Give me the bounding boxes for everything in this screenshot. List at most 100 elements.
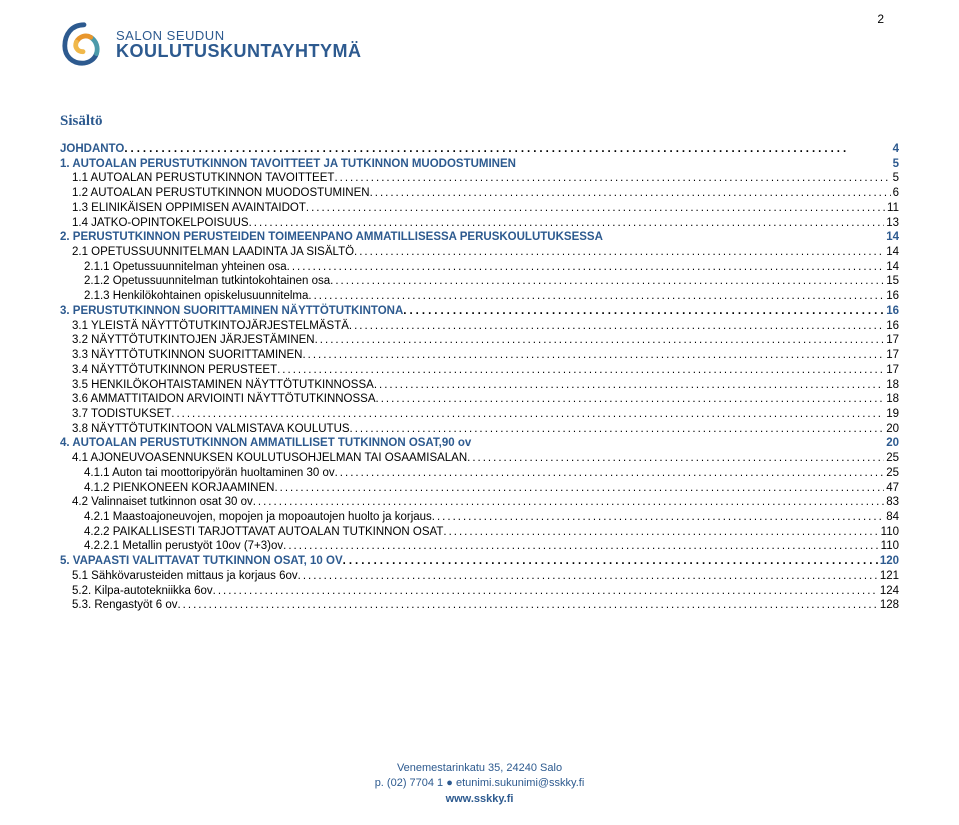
toc-label: 4. AUTOALAN PERUSTUTKINNON AMMATILLISET …	[60, 436, 471, 451]
toc-label: 1.1 AUTOALAN PERUSTUTKINNON TAVOITTEET	[72, 171, 334, 186]
toc-label: 3.2 NÄYTTÖTUTKINTOJEN JÄRJESTÄMINEN	[72, 333, 315, 348]
page-footer: Venemestarinkatu 35, 24240 Salo p. (02) …	[0, 761, 959, 807]
toc-entry: 1.3 ELINIKÄISEN OPPIMISEN AVAINTAIDOT 11	[60, 201, 899, 216]
toc-label: 2.1 OPETUSSUUNNITELMAN LAADINTA JA SISÄL…	[72, 245, 354, 260]
toc-label: 5. VAPAASTI VALITTAVAT TUTKINNON OSAT, 1…	[60, 554, 343, 569]
toc-entry: JOHDANTO 4	[60, 142, 899, 157]
toc-entry: 5.3. Rengastyöt 6 ov 128	[60, 598, 899, 613]
toc-label: 1.3 ELINIKÄISEN OPPIMISEN AVAINTAIDOT	[72, 201, 306, 216]
toc-entry: 4.2.2.1 Metallin perustyöt 10ov (7+3)ov1…	[60, 539, 899, 554]
toc-page: 18	[884, 378, 899, 393]
toc-label: 4.2 Valinnaiset tutkinnon osat 30 ov	[72, 495, 253, 510]
toc-page: 16	[884, 319, 899, 334]
toc-leader	[343, 554, 878, 569]
toc-label: JOHDANTO	[60, 142, 124, 157]
toc-page: 84	[884, 510, 899, 525]
toc-label: 3.8 NÄYTTÖTUTKINTOON VALMISTAVA KOULUTUS	[72, 422, 350, 437]
toc-label: 3. PERUSTUTKINNON SUORITTAMINEN NÄYTTÖTU…	[60, 304, 403, 319]
logo-text-top: SALON SEUDUN	[116, 29, 362, 42]
toc-leader	[306, 201, 885, 216]
toc-entry: 2.1.3 Henkilökohtainen opiskelusuunnitel…	[60, 289, 899, 304]
toc-leader	[277, 363, 884, 378]
toc-label: 1. AUTOALAN PERUSTUTKINNON TAVOITTEET JA…	[60, 157, 516, 172]
toc-entry: 5. VAPAASTI VALITTAVAT TUTKINNON OSAT, 1…	[60, 554, 899, 569]
toc-leader	[124, 142, 890, 157]
toc-entry: 2.1 OPETUSSUUNNITELMAN LAADINTA JA SISÄL…	[60, 245, 899, 260]
toc-label: 1.4 JATKO-OPINTOKELPOISUUS	[72, 216, 249, 231]
toc-page: 25	[884, 466, 899, 481]
logo-text-bottom: KOULUTUSKUNTAYHTYMÄ	[116, 42, 362, 60]
toc-page: 14	[884, 245, 899, 260]
toc-entry: 5.2. Kilpa-autotekniikka 6ov124	[60, 584, 899, 599]
toc-entry: 5.1 Sähkövarusteiden mittaus ja korjaus …	[60, 569, 899, 584]
toc-label: 4.2.2.1 Metallin perustyöt 10ov (7+3)ov	[84, 539, 283, 554]
toc-page: 110	[879, 525, 899, 540]
toc-page: 11	[885, 201, 899, 216]
toc-label: 4.1.2 PIENKONEEN KORJAAMINEN	[84, 481, 274, 496]
footer-domain: www.sskky.fi	[0, 792, 959, 807]
toc-leader	[349, 319, 884, 334]
toc-label: 4.1.1 Auton tai moottoripyörän huoltamin…	[84, 466, 335, 481]
toc-page: 14	[884, 260, 899, 275]
document-header: SALON SEUDUN KOULUTUSKUNTAYHTYMÄ	[60, 20, 899, 68]
toc-leader	[443, 525, 878, 540]
toc-leader	[274, 481, 884, 496]
toc-label: 5.2. Kilpa-autotekniikka 6ov	[72, 584, 213, 599]
toc-leader	[177, 598, 877, 613]
toc-leader	[213, 584, 878, 599]
toc-leader	[376, 392, 885, 407]
toc-page: 20	[884, 422, 899, 437]
toc-label: 2.1.2 Opetussuunnitelman tutkintokohtain…	[84, 274, 330, 289]
toc-entry: 3.7 TODISTUKSET19	[60, 407, 899, 422]
toc-entry: 2.1.1 Opetussuunnitelman yhteinen osa14	[60, 260, 899, 275]
toc-label: 4.2.2 PAIKALLISESTI TARJOTTAVAT AUTOALAN…	[84, 525, 443, 540]
footer-contact: p. (02) 7704 1 ● etunimi.sukunimi@sskky.…	[0, 776, 959, 791]
toc-leader	[315, 333, 885, 348]
toc-entry: 3. PERUSTUTKINNON SUORITTAMINEN NÄYTTÖTU…	[60, 304, 899, 319]
footer-address: Venemestarinkatu 35, 24240 Salo	[0, 761, 959, 776]
toc-leader	[354, 245, 884, 260]
toc-entry: 1.1 AUTOALAN PERUSTUTKINNON TAVOITTEET5	[60, 171, 899, 186]
toc-page: 4	[891, 142, 899, 157]
toc-entry: 2. PERUSTUTKINNON PERUSTEIDEN TOIMEENPAN…	[60, 230, 899, 245]
toc-entry: 4. AUTOALAN PERUSTUTKINNON AMMATILLISET …	[60, 436, 899, 451]
toc-label: 5.3. Rengastyöt 6 ov	[72, 598, 177, 613]
toc-page: 15	[884, 274, 899, 289]
toc-label: 3.1 YLEISTÄ NÄYTTÖTUTKINTOJÄRJESTELMÄSTÄ	[72, 319, 349, 334]
toc-entry: 4.1.1 Auton tai moottoripyörän huoltamin…	[60, 466, 899, 481]
toc-page: 16	[884, 289, 899, 304]
toc-entry: 2.1.2 Opetussuunnitelman tutkintokohtain…	[60, 274, 899, 289]
toc-leader	[171, 407, 884, 422]
toc-label: 2.1.3 Henkilökohtainen opiskelusuunnitel…	[84, 289, 308, 304]
toc-label: 3.7 TODISTUKSET	[72, 407, 171, 422]
toc-entry: 3.1 YLEISTÄ NÄYTTÖTUTKINTOJÄRJESTELMÄSTÄ…	[60, 319, 899, 334]
toc-leader	[350, 422, 885, 437]
toc-page: 20	[884, 436, 899, 451]
toc-entry: 3.8 NÄYTTÖTUTKINTOON VALMISTAVA KOULUTUS…	[60, 422, 899, 437]
page-number: 2	[877, 12, 884, 26]
toc-page: 128	[878, 598, 899, 613]
toc-entry: 4.1.2 PIENKONEEN KORJAAMINEN47	[60, 481, 899, 496]
toc-leader	[335, 466, 885, 481]
toc-label: 3.5 HENKILÖKOHTAISTAMINEN NÄYTTÖTUTKINNO…	[72, 378, 374, 393]
toc-page: 120	[878, 554, 899, 569]
toc-page: 18	[884, 392, 899, 407]
toc-leader	[308, 289, 884, 304]
toc-leader	[298, 569, 878, 584]
toc-label: 2. PERUSTUTKINNON PERUSTEIDEN TOIMEENPAN…	[60, 230, 603, 245]
toc-leader	[334, 171, 890, 186]
toc-page: 83	[884, 495, 899, 510]
toc-page: 17	[884, 348, 899, 363]
toc-entry: 4.1 AJONEUVOASENNUKSEN KOULUTUSOHJELMAN …	[60, 451, 899, 466]
toc-leader	[283, 539, 879, 554]
toc-label: 4.2.1 Maastoajoneuvojen, mopojen ja mopo…	[84, 510, 432, 525]
table-of-contents: JOHDANTO 4 1. AUTOALAN PERUSTUTKINNON TAVO…	[60, 142, 899, 613]
toc-label: 1.2 AUTOALAN PERUSTUTKINNON MUODOSTUMINE…	[72, 186, 370, 201]
toc-entry: 3.6 AMMATTITAIDON ARVIOINTI NÄYTTÖTUTKIN…	[60, 392, 899, 407]
toc-page: 6	[891, 186, 899, 201]
toc-page: 121	[878, 569, 899, 584]
toc-entry: 3.5 HENKILÖKOHTAISTAMINEN NÄYTTÖTUTKINNO…	[60, 378, 899, 393]
toc-entry: 4.2 Valinnaiset tutkinnon osat 30 ov 83	[60, 495, 899, 510]
toc-leader	[374, 378, 884, 393]
toc-leader	[467, 451, 884, 466]
